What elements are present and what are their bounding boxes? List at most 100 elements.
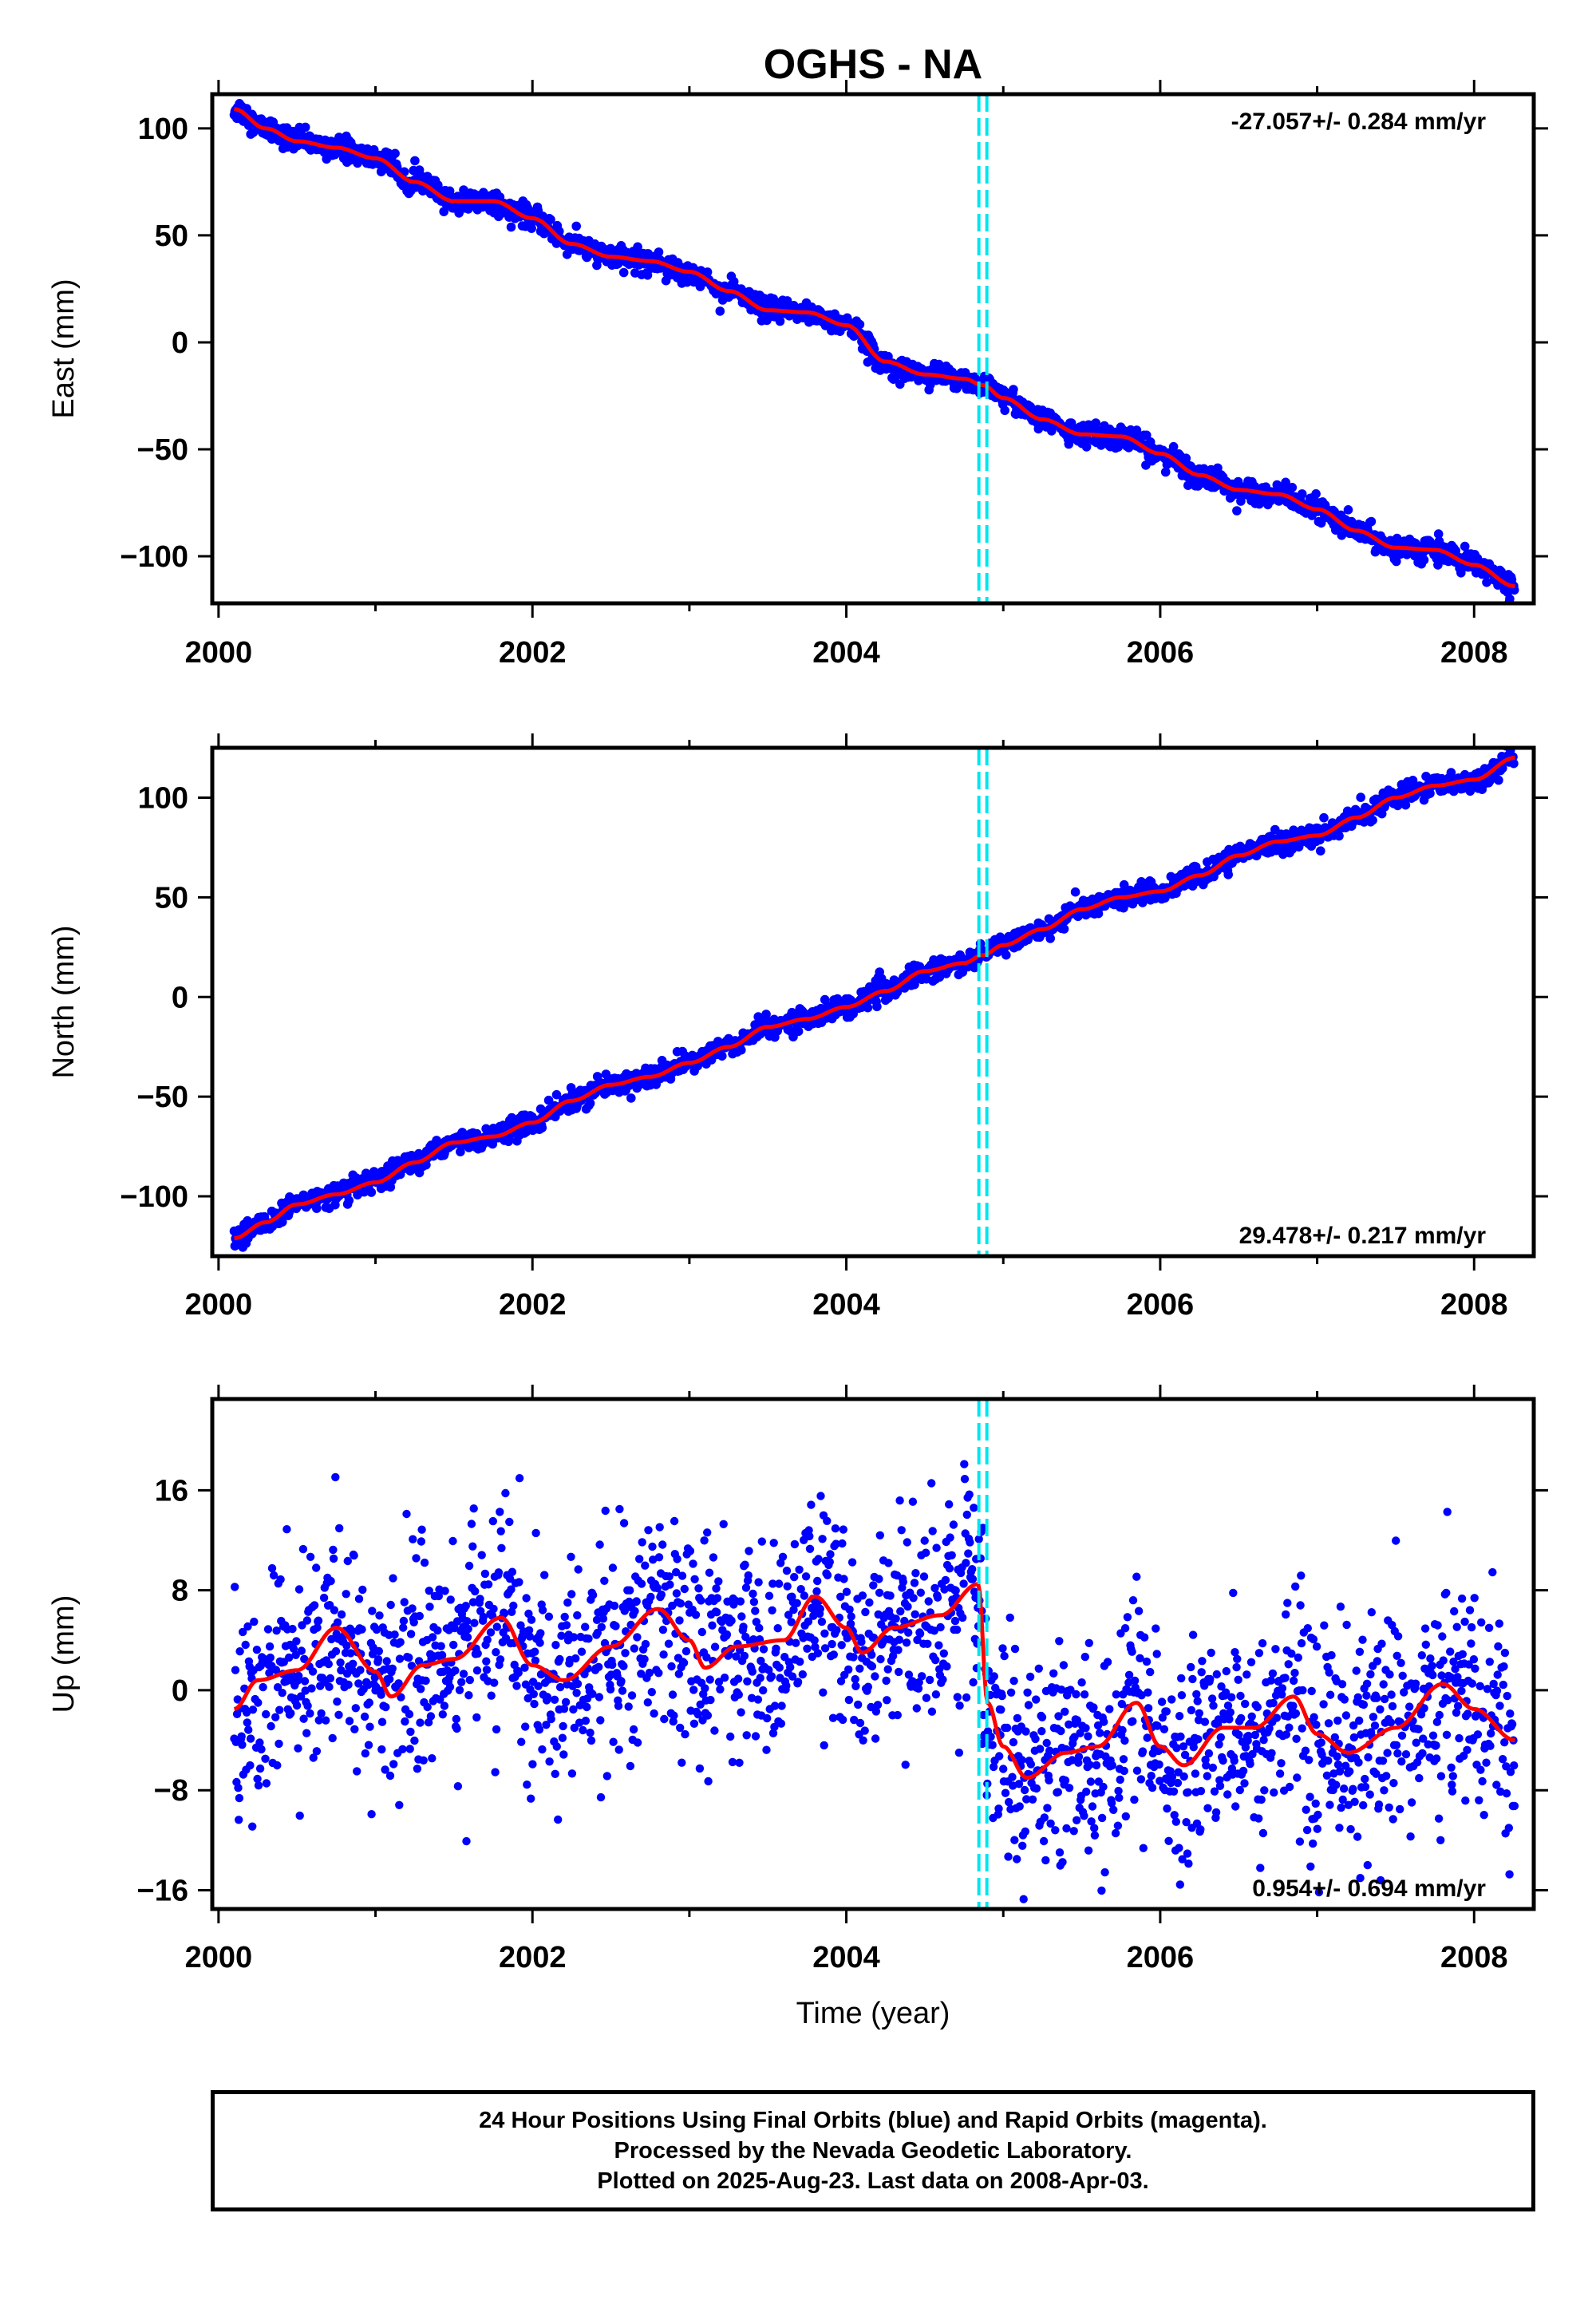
north-data-point — [1001, 950, 1011, 960]
north-rate-label: 29.478+/- 0.217 mm/yr — [1239, 1223, 1487, 1249]
up-data-point — [945, 1564, 954, 1573]
east-data-point — [1343, 505, 1353, 515]
up-data-point — [942, 1662, 951, 1671]
up-data-point — [563, 1598, 572, 1607]
up-data-point — [754, 1578, 763, 1587]
up-data-point — [897, 1526, 906, 1535]
up-data-point — [782, 1567, 792, 1575]
up-data-point — [412, 1554, 421, 1563]
up-data-point — [265, 1669, 274, 1678]
up-data-point — [405, 1653, 413, 1662]
up-data-point — [398, 1745, 407, 1753]
up-data-point — [902, 1638, 911, 1647]
up-data-point — [865, 1598, 874, 1607]
up-data-point — [1013, 1855, 1021, 1863]
north-data-point — [1356, 792, 1365, 802]
up-data-point — [561, 1697, 571, 1706]
up-data-point — [451, 1666, 460, 1675]
up-data-point — [489, 1604, 498, 1614]
up-data-point — [871, 1734, 880, 1743]
up-data-point — [657, 1590, 666, 1599]
up-data-point — [512, 1682, 521, 1690]
east-data-point — [702, 267, 713, 277]
up-data-point — [796, 1658, 804, 1666]
up-data-point — [470, 1618, 479, 1627]
up-data-point — [641, 1639, 650, 1649]
up-data-point — [238, 1741, 247, 1749]
up-data-point — [302, 1729, 311, 1737]
up-data-point — [970, 1504, 978, 1512]
up-data-point — [1043, 1804, 1052, 1812]
up-data-point — [581, 1717, 591, 1725]
north-data-point — [1334, 831, 1344, 841]
up-data-point — [573, 1611, 582, 1620]
up-data-point — [899, 1578, 908, 1587]
up-data-point — [742, 1731, 751, 1740]
up-data-point — [385, 1771, 395, 1780]
up-data-point — [1042, 1738, 1051, 1748]
up-data-point — [1045, 1776, 1053, 1784]
up-data-point — [826, 1550, 835, 1559]
up-data-point — [805, 1544, 815, 1554]
up-data-point — [962, 1510, 972, 1520]
up-data-point — [960, 1460, 969, 1468]
up-data-point — [527, 1615, 536, 1624]
up-data-point — [554, 1815, 563, 1824]
up-data-point — [949, 1520, 958, 1529]
up-data-point — [927, 1707, 937, 1716]
up-data-point — [276, 1575, 285, 1584]
up-data-point — [845, 1605, 854, 1614]
up-data-point — [614, 1745, 623, 1754]
up-data-point — [1039, 1923, 1047, 1931]
up-data-point — [655, 1523, 664, 1531]
up-data-point — [740, 1651, 749, 1661]
up-data-point — [319, 1593, 329, 1603]
up-data-point — [471, 1587, 480, 1596]
up-data-point — [275, 1739, 283, 1749]
up-data-point — [776, 1719, 786, 1728]
up-data-point — [601, 1506, 610, 1516]
north-final-orbit-points — [229, 748, 1519, 1252]
east-data-point — [506, 222, 516, 232]
east-data-point — [715, 306, 725, 316]
up-data-point — [922, 1548, 930, 1557]
up-data-point — [775, 1663, 784, 1672]
up-data-point — [918, 1672, 926, 1681]
east-data-point — [1337, 531, 1347, 540]
up-data-point — [294, 1585, 304, 1594]
up-data-point — [310, 1601, 319, 1610]
up-data-point — [595, 1662, 603, 1671]
up-data-point — [1020, 1785, 1029, 1795]
north-data-point — [1319, 812, 1329, 823]
up-data-point — [629, 1725, 638, 1734]
up-data-point — [751, 1607, 760, 1615]
east-fit-line — [234, 107, 1515, 589]
up-data-point — [800, 1591, 809, 1600]
up-data-point — [419, 1756, 428, 1765]
up-data-point — [678, 1758, 686, 1767]
up-data-point — [402, 1509, 411, 1519]
up-data-point — [314, 1616, 323, 1625]
up-data-point — [820, 1629, 829, 1638]
up-data-point — [459, 1670, 468, 1678]
up-data-point — [300, 1654, 309, 1663]
up-data-point — [895, 1667, 903, 1677]
up-data-point — [586, 1729, 595, 1737]
up-data-point — [291, 1650, 300, 1659]
up-data-point — [300, 1677, 310, 1686]
east-data-point — [1505, 594, 1515, 603]
up-data-point — [727, 1616, 736, 1625]
up-data-point — [635, 1555, 644, 1563]
up-data-point — [911, 1610, 919, 1619]
up-data-point — [381, 1765, 389, 1774]
up-data-point — [867, 1662, 877, 1671]
up-data-point — [455, 1686, 464, 1694]
up-data-point — [947, 1551, 956, 1560]
up-data-point — [952, 1625, 962, 1634]
up-data-point — [242, 1708, 251, 1717]
up-data-point — [916, 1588, 926, 1597]
up-data-point — [685, 1547, 695, 1555]
up-data-point — [643, 1698, 652, 1707]
up-data-point — [783, 1582, 792, 1591]
